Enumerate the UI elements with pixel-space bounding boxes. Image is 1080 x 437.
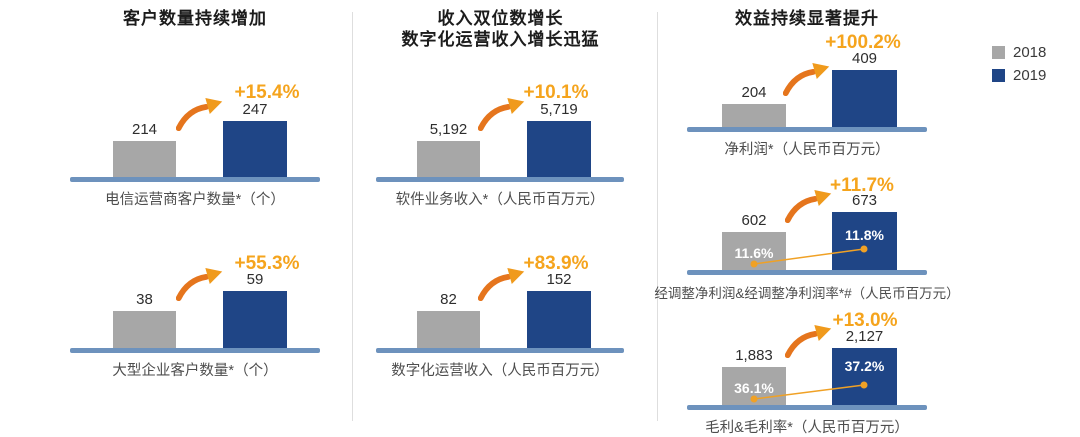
growth-arrow-icon — [478, 268, 525, 301]
bar-value-2019: 673 — [851, 192, 878, 209]
growth-arrow-icon — [176, 98, 223, 131]
rate-label-2019: 37.2% — [844, 358, 885, 374]
chart-caption: 大型企业客户数量*（个） — [112, 363, 278, 379]
bar-value-2018: 5,192 — [429, 121, 468, 138]
chart-software-revenue: +10.1% 5,192 5,719 软件业务收入*（人民币百万元） — [376, 50, 624, 210]
axis-baseline — [70, 348, 320, 353]
bar-2019: 59 — [223, 272, 287, 348]
bar-2019: 152 — [527, 272, 591, 348]
growth-arrow-icon — [176, 268, 223, 301]
rate-label-2018: 36.1% — [734, 380, 774, 396]
axis-baseline — [687, 127, 927, 132]
bar-2019: 2,127 37.2% — [832, 329, 897, 405]
bar-value-2019: 152 — [546, 271, 572, 288]
rate-label-2018: 11.6% — [734, 245, 774, 261]
column-title-customers: 客户数量持续增加 — [70, 8, 320, 29]
column-title-profit: 效益持续显著提升 — [687, 8, 927, 29]
column-title-line: 效益持续显著提升 — [735, 9, 879, 28]
axis-baseline — [376, 177, 624, 182]
bar-2018: 38 — [113, 292, 176, 348]
axis-baseline — [687, 270, 927, 275]
column-divider — [352, 12, 353, 421]
rate-dot-2019 — [860, 381, 868, 389]
chart-caption: 经调整净利润&经调整净利润率*#（人民币百万元） — [654, 286, 960, 301]
growth-label: +10.1% — [523, 82, 589, 103]
growth-arrow-icon — [478, 98, 525, 131]
bar-value-2019: 2,127 — [845, 328, 884, 345]
legend-label-2019: 2019 — [1013, 66, 1047, 84]
chart-caption: 数字化运营收入（人民币百万元） — [391, 363, 609, 379]
column-title-revenue: 收入双位数增长 数字化运营收入增长迅猛 — [368, 8, 633, 50]
chart-caption: 净利润*（人民币百万元） — [724, 142, 890, 158]
column-title-line: 数字化运营收入增长迅猛 — [401, 30, 600, 49]
bar-2019: 247 — [223, 102, 287, 177]
bar-2018: 204 — [722, 85, 786, 127]
bar-2018: 5,192 — [417, 122, 480, 177]
bar-2018: 214 — [113, 122, 176, 177]
legend-swatch-2018 — [992, 45, 1005, 59]
growth-arrow-icon — [783, 63, 830, 96]
bar-2019: 673 11.8% — [832, 193, 897, 270]
growth-label: +13.0% — [832, 310, 898, 331]
bar-value-2019: 247 — [242, 101, 268, 118]
chart-enterprise-customers: +55.3% 38 59 大型企业客户数量*（个） — [70, 221, 320, 381]
legend: 2018 2019 — [992, 44, 1046, 90]
growth-label: +100.2% — [825, 32, 901, 53]
rate-dot-2018 — [750, 395, 758, 403]
bar-value-2018: 204 — [741, 84, 767, 101]
bar-value-2019: 409 — [851, 50, 878, 67]
chart-gross-profit: +13.0% 1,883 36.1% 2,127 37.2% 毛利&毛利率*（人… — [687, 278, 927, 437]
rate-label-2019: 11.8% — [845, 227, 884, 243]
bar-value-2019: 5,719 — [540, 101, 578, 118]
chart-net-profit: +100.2% 204 409 净利润*（人民币百万元） — [687, 0, 927, 160]
chart-digital-revenue: +83.9% 82 152 数字化运营收入（人民币百万元） — [376, 221, 624, 381]
growth-label: +55.3% — [234, 253, 300, 274]
axis-baseline — [687, 405, 927, 410]
bar-value-2018: 214 — [131, 121, 158, 138]
bar-value-2018: 38 — [136, 291, 153, 308]
chart-adjusted-net-profit: +11.7% 602 11.6% 673 11.8% 经调整净利润&经调整净利润… — [654, 143, 959, 303]
column-title-line: 收入双位数增长 — [437, 9, 564, 28]
legend-label-2018: 2018 — [1013, 43, 1047, 61]
growth-label: +11.7% — [830, 175, 894, 196]
legend-item-2018: 2018 — [992, 44, 1046, 60]
bar-2019: 409 — [832, 51, 897, 127]
bar-2018: 82 — [417, 292, 480, 348]
chart-telecom-customers: +15.4% 214 247 电信运营商客户数量*（个） — [70, 50, 320, 210]
growth-arrow-icon — [785, 325, 832, 358]
rate-connector — [750, 245, 868, 268]
column-title-line: 客户数量持续增加 — [123, 9, 267, 28]
bar-value-2019: 59 — [246, 271, 264, 288]
bar-value-2018: 82 — [440, 291, 457, 308]
rate-connector — [750, 381, 868, 403]
chart-caption: 软件业务收入*（人民币百万元） — [395, 192, 605, 208]
bar-value-2018: 1,883 — [735, 347, 773, 364]
legend-swatch-2019 — [992, 68, 1005, 82]
axis-baseline — [70, 177, 320, 182]
bar-2019: 5,719 — [527, 102, 591, 177]
growth-label: +83.9% — [523, 253, 589, 274]
chart-caption: 毛利&毛利率*（人民币百万元） — [705, 420, 909, 436]
growth-arrow-icon — [785, 190, 832, 223]
legend-item-2019: 2019 — [992, 67, 1046, 83]
chart-caption: 电信运营商客户数量*（个） — [105, 192, 285, 208]
rate-dot-2018 — [750, 260, 758, 268]
axis-baseline — [376, 348, 624, 353]
bar-value-2018: 602 — [741, 212, 767, 229]
growth-label: +15.4% — [234, 82, 300, 103]
column-divider — [657, 12, 658, 421]
rate-dot-2019 — [860, 245, 868, 253]
